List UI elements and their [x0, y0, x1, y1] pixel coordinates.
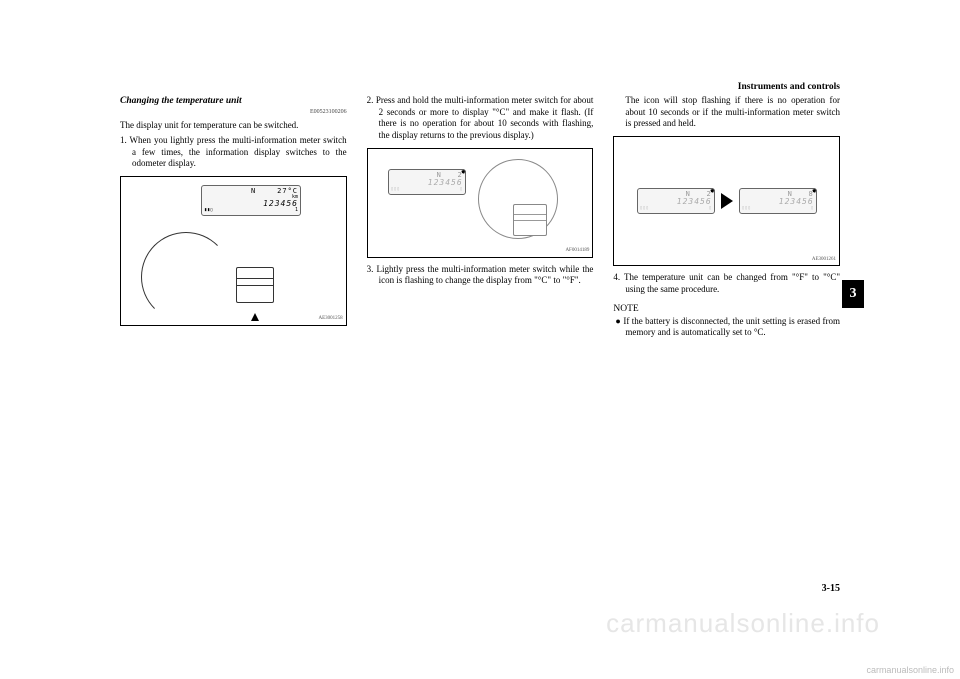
arrow-right-icon [721, 193, 733, 209]
lcd-temp: 27 [277, 187, 287, 195]
flash-icon: ✸ [461, 168, 467, 176]
note-bullet: ● If the battery is disconnected, the un… [613, 316, 840, 339]
page-number: 3-15 [822, 583, 840, 594]
arrow-up-icon [251, 313, 259, 321]
step-1: 1. When you lightly press the multi-info… [120, 135, 347, 170]
column-2: 2. Press and hold the multi-information … [367, 95, 594, 575]
column-1: Changing the temperature unit E005231002… [120, 95, 347, 575]
lcd3l-odo: 123456 [640, 198, 712, 206]
step-4: 4. The temperature unit can be changed f… [613, 272, 840, 295]
figure-1: N 27°C km 123456 ▮▮▯1 AE3001258 [120, 176, 347, 326]
chapter-tab: 3 [842, 280, 864, 308]
flash-icon: ✸ [812, 187, 818, 195]
figure-2: N 2✸ 123456 ▯▯▯▯ AF0014189 [367, 148, 594, 258]
intro-text: The display unit for temperature can be … [120, 120, 347, 132]
lcd3r-odo: 123456 [742, 198, 814, 206]
lcd2-odo: 123456 [391, 179, 463, 187]
step-2: 2. Press and hold the multi-information … [367, 95, 594, 142]
figure-id: AF0014189 [565, 248, 589, 255]
column-3: The icon will stop flashing if there is … [613, 95, 840, 575]
watermark-small: carmanualsonline.info [866, 665, 954, 675]
section-header: Instruments and controls [738, 82, 840, 92]
figure-id: AE3001258 [319, 316, 343, 323]
switch-icon [513, 204, 547, 236]
flash-icon: ✸ [710, 187, 716, 195]
figure-3: N 2✸ 123456 ▯▯▯▯ N 8✸ 123456 ▯▯▯▯ AE3001… [613, 136, 840, 266]
doc-id: E00523100206 [120, 109, 347, 117]
lcd-fuel: ▮▮▯ [204, 208, 213, 213]
subsection-title: Changing the temperature unit [120, 95, 347, 107]
lcd-trip: 1 [295, 208, 298, 213]
step-3: 3. Lightly press the multi-information m… [367, 264, 594, 287]
page-columns: Changing the temperature unit E005231002… [120, 95, 840, 575]
lcd-odo: 123456 [204, 200, 298, 208]
gauge-icon [141, 232, 231, 322]
switch-icon [236, 267, 274, 303]
col3-intro: The icon will stop flashing if there is … [613, 95, 840, 130]
figure-id: AE3001261 [812, 257, 836, 264]
note-heading: NOTE [613, 303, 840, 315]
watermark-large: carmanualsonline.info [606, 608, 880, 639]
lcd-n: N [251, 187, 256, 195]
